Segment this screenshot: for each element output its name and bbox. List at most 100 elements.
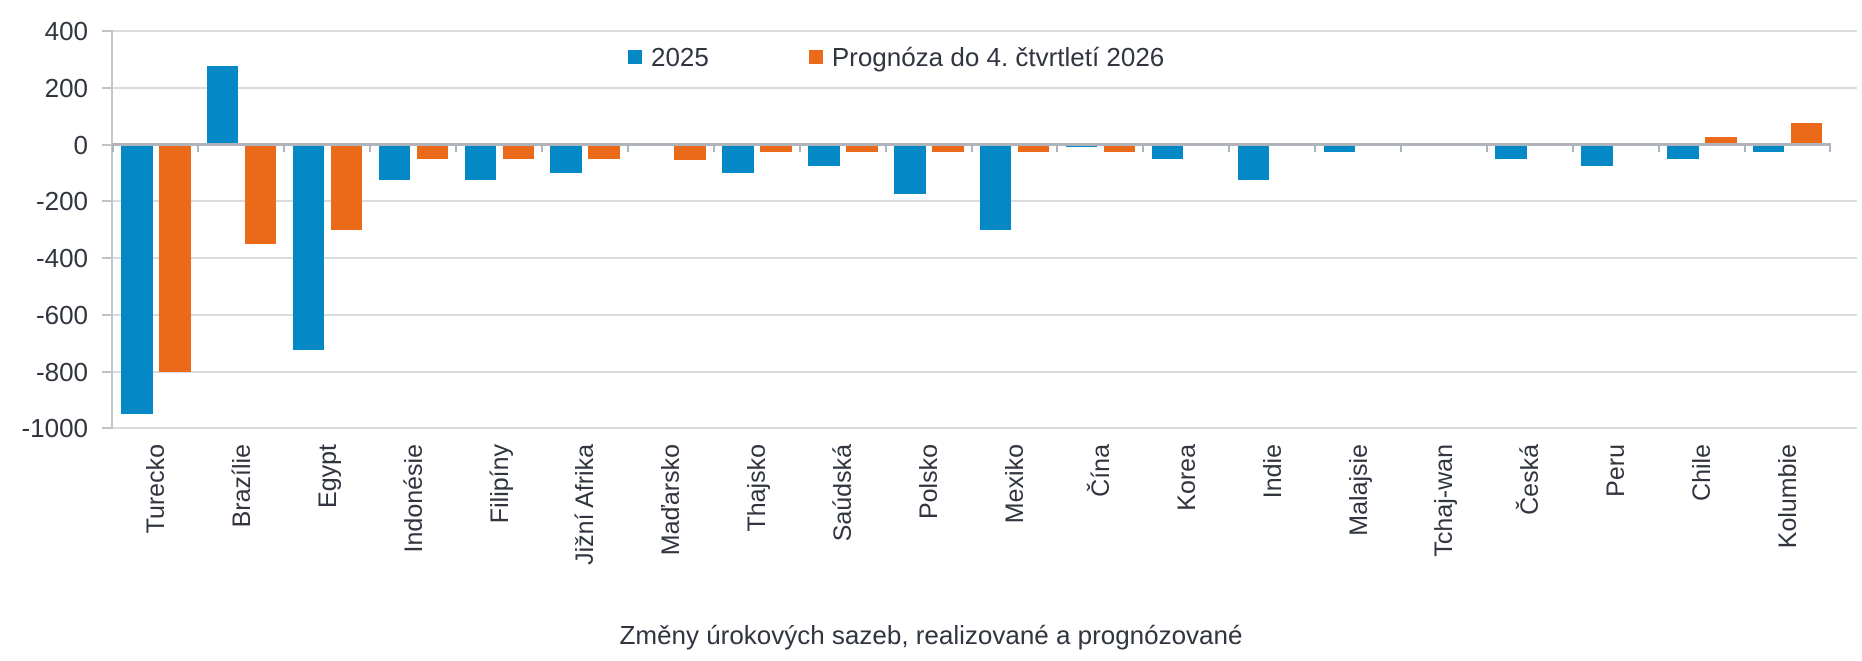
category-axis-tick-5 [541, 143, 544, 152]
gridline-200 [112, 86, 1857, 89]
bar-2025-Indie [1237, 144, 1270, 180]
category-axis-tick-8 [798, 143, 801, 152]
y-axis-tick-200 [101, 86, 113, 89]
x-category-label-Turecko: Turecko [142, 444, 171, 534]
gridline-400 [112, 30, 1857, 32]
x-category-label-Egypt: Egypt [313, 444, 342, 508]
bar-2025-Kolumbie [1752, 144, 1785, 152]
x-category-label-Čína: Čína [1086, 444, 1115, 497]
x-category-label-Saúdská: Saúdská [829, 444, 858, 542]
y-axis-tick-400 [101, 30, 113, 32]
chart-legend: 2025 Prognóza do 4. čtvrtletí 2026 [628, 42, 1164, 72]
y-axis-tick--1000 [101, 427, 113, 430]
category-axis-tick-4 [455, 143, 458, 152]
bar-2025-Chile [1667, 144, 1699, 159]
legend-item-2025: 2025 [628, 42, 709, 72]
x-category-label-Jižní Afrika: Jižní Afrika [571, 444, 600, 565]
bar-prognóza-do-4.-čtvrtletí-2026-Brazílie [244, 144, 277, 244]
bar-prognóza-do-4.-čtvrtletí-2026-Indonésie [416, 144, 449, 159]
x-category-label-Malajsie: Malajsie [1344, 444, 1373, 536]
legend-swatch-icon [808, 50, 823, 64]
bar-2025-Malajsie [1323, 144, 1355, 152]
x-category-label-Česká: Česká [1516, 444, 1545, 515]
category-axis-tick-13 [1228, 143, 1231, 152]
category-axis-tick-3 [369, 143, 372, 152]
legend-label: 2025 [651, 42, 709, 72]
bar-2025-Turecko [121, 144, 153, 415]
y-axis-tick--800 [101, 370, 113, 373]
y-tick-label-0: 0 [73, 129, 88, 160]
bar-prognóza-do-4.-čtvrtletí-2026-Chile [1705, 137, 1737, 145]
bar-2025-Saúdská [808, 144, 840, 166]
y-tick-label--400: -400 [35, 243, 88, 273]
category-axis-tick-17 [1571, 143, 1574, 152]
x-category-label-Indie: Indie [1258, 444, 1287, 499]
y-axis-tick--600 [101, 313, 113, 316]
bar-prognóza-do-4.-čtvrtletí-2026-Saúdská [846, 144, 878, 152]
x-category-label-Kolumbie: Kolumbie [1773, 444, 1802, 549]
bar-prognóza-do-4.-čtvrtletí-2026-Maďarsko [674, 144, 706, 161]
y-tick-label-200: 200 [44, 72, 88, 103]
x-category-label-Maďarsko: Maďarsko [657, 444, 686, 556]
category-axis-tick-10 [970, 143, 973, 152]
category-axis-tick-18 [1657, 143, 1660, 152]
y-axis-tick-0 [101, 143, 113, 146]
y-tick-label--800: -800 [35, 356, 88, 387]
category-axis-tick-12 [1142, 143, 1145, 152]
x-category-label-Polsko: Polsko [915, 444, 944, 520]
x-category-label-Brazílie: Brazílie [227, 444, 256, 528]
legend-label: Prognóza do 4. čtvrtletí 2026 [831, 42, 1165, 72]
category-axis-tick-11 [1056, 143, 1059, 152]
bar-2025-Korea [1151, 144, 1184, 159]
y-axis-line [110, 31, 113, 429]
bar-2025-Thajsko [722, 144, 754, 173]
x-category-label-Tchaj-wan: Tchaj-wan [1430, 444, 1459, 557]
category-axis-tick-19 [1743, 143, 1746, 152]
x-category-label-Chile: Chile [1688, 444, 1717, 501]
bar-2025-Brazílie [206, 66, 239, 145]
category-axis-tick-15 [1399, 143, 1402, 152]
x-axis-title: Změny úrokových sazeb, realizované a pro… [619, 620, 1243, 650]
y-tick-label--600: -600 [35, 299, 88, 330]
category-axis-tick-20 [1829, 143, 1832, 152]
legend-swatch-icon [628, 50, 642, 64]
bar-prognóza-do-4.-čtvrtletí-2026-Čína [1103, 144, 1136, 152]
gridline--600 [112, 313, 1857, 316]
bar-prognóza-do-4.-čtvrtletí-2026-Thajsko [760, 144, 792, 152]
category-axis-tick-7 [712, 143, 715, 152]
bar-prognóza-do-4.-čtvrtletí-2026-Egypt [330, 144, 363, 230]
category-axis-tick-16 [1485, 143, 1488, 152]
gridline--1000 [112, 427, 1857, 430]
bar-prognóza-do-4.-čtvrtletí-2026-Polsko [932, 144, 964, 152]
gridline--800 [112, 370, 1857, 373]
bar-2025-Mexiko [979, 144, 1012, 230]
bar-2025-Indonésie [378, 144, 411, 180]
bar-prognóza-do-4.-čtvrtletí-2026-Kolumbie [1790, 123, 1823, 145]
category-axis-tick-0 [111, 143, 114, 152]
bar-2025-Jižní Afrika [550, 144, 582, 173]
y-tick-label--200: -200 [35, 186, 88, 217]
category-axis-tick-1 [197, 143, 200, 152]
y-axis-tick--200 [101, 200, 113, 203]
x-category-label-Korea: Korea [1172, 444, 1201, 511]
x-category-label-Thajsko: Thajsko [743, 444, 772, 532]
bar-2025-Egypt [292, 144, 325, 351]
bar-prognóza-do-4.-čtvrtletí-2026-Jižní Afrika [588, 144, 620, 159]
bar-prognóza-do-4.-čtvrtletí-2026-Filipíny [502, 144, 535, 159]
category-axis-tick-9 [884, 143, 887, 152]
bar-2025-Filipíny [464, 144, 497, 180]
bar-2025-Česká [1495, 144, 1527, 159]
category-axis-tick-2 [283, 143, 286, 152]
x-category-label-Indonésie: Indonésie [399, 444, 428, 553]
y-tick-label--1000: -1000 [21, 413, 89, 444]
bar-2025-Peru [1581, 144, 1613, 166]
bar-prognóza-do-4.-čtvrtletí-2026-Mexiko [1017, 144, 1050, 152]
bar-prognóza-do-4.-čtvrtletí-2026-Turecko [159, 144, 191, 372]
x-category-label-Filipíny: Filipíny [485, 444, 514, 524]
x-category-label-Mexiko: Mexiko [1000, 444, 1029, 524]
x-category-label-Peru: Peru [1602, 444, 1631, 497]
category-axis-tick-6 [626, 143, 629, 152]
gridline--400 [112, 257, 1857, 259]
y-tick-label-400: 400 [44, 16, 88, 46]
